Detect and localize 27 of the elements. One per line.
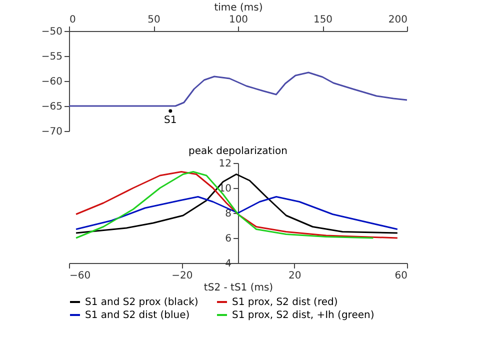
y-tick-label: 8 [225,208,232,220]
x-tick-label: 50 [148,14,160,26]
legend-label: S1 prox, S2 dist, +Ih (green) [232,310,374,321]
x-tick-label: −20 [172,270,193,282]
y-tick-label: −55 [41,52,62,62]
x-axis-title: time (ms) [214,2,263,14]
annotation: S1 [164,115,177,126]
x-tick-label: 200 [388,14,408,26]
x-tick-label: 20 [288,270,302,282]
x-tick-label: 100 [228,14,248,26]
y-tick-label: −65 [41,102,62,112]
y-tick-label: 12 [218,158,232,170]
x-tick-label: −60 [70,270,91,282]
line-series [68,72,408,107]
x-tick-label: 150 [313,14,333,26]
legend-label: S1 and S2 prox (black) [85,297,198,308]
line-series [75,196,398,230]
legend-label: S1 and S2 dist (blue) [85,310,190,321]
x-tick-label: 0 [70,14,76,26]
y-tick-label: −60 [41,76,62,88]
y-tick-label: 6 [225,234,232,244]
x-tick-label: 60 [394,270,408,282]
y-tick-label: −70 [41,126,62,138]
x-axis-title: tS2 - tS1 (ms) [204,282,274,294]
legend-label: S1 prox, S2 dist (red) [232,297,338,308]
y-tick-label: −50 [41,26,62,38]
chart-title: peak depolarization [188,146,288,157]
